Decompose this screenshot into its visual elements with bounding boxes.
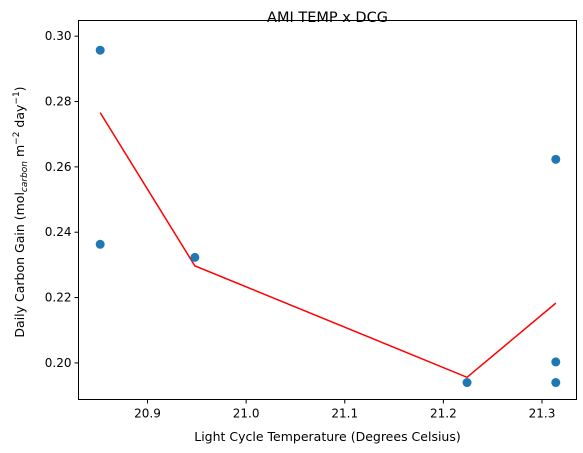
trend-line: [99, 112, 557, 379]
y-tick-label: 0.24: [45, 225, 72, 239]
x-axis-ticks: 20.9 21.0 21.1 21.2 21.3: [134, 399, 556, 421]
scatter-point: [190, 252, 200, 262]
scatter-point: [462, 378, 472, 388]
scatter-point: [551, 378, 561, 388]
y-axis-label-superscript: −1: [12, 91, 22, 104]
y-axis-label-main: Daily Carbon Gain (mol: [12, 192, 27, 338]
y-tick-label: 0.22: [45, 291, 72, 305]
scatter-series: [95, 45, 561, 388]
chart-title: AMI TEMP x DCG: [267, 10, 388, 26]
x-tick-label: 20.9: [134, 407, 161, 421]
x-axis-label: Light Cycle Temperature (Degrees Celsius…: [194, 429, 461, 444]
y-tick-label: 0.20: [45, 356, 72, 370]
scatter-point: [95, 45, 105, 55]
x-tick-label: 21.1: [331, 407, 358, 421]
y-axis-ticks: 0.20 0.22 0.24 0.26 0.28 0.30: [45, 29, 79, 370]
x-tick-label: 21.0: [233, 407, 260, 421]
y-tick-label: 0.28: [45, 95, 72, 109]
x-tick-label: 21.2: [430, 407, 457, 421]
y-axis-label-part: ): [12, 86, 27, 91]
scatter-point: [551, 154, 561, 164]
x-tick-label: 21.3: [529, 407, 556, 421]
y-tick-label: 0.30: [45, 29, 72, 43]
plot-area: [78, 20, 577, 400]
trend-line-series: [99, 112, 557, 379]
y-axis-label-subscript: carbon: [20, 161, 30, 192]
y-tick-label: 0.26: [45, 160, 72, 174]
scatter-point: [551, 357, 561, 367]
y-axis-label-part: day: [12, 104, 27, 132]
y-axis-label: Daily Carbon Gain (molcarbon m−2 day−1): [12, 86, 30, 337]
y-axis-label-superscript: −2: [12, 132, 22, 145]
scatter-point: [95, 239, 105, 249]
y-axis-label-part: m: [12, 145, 27, 161]
